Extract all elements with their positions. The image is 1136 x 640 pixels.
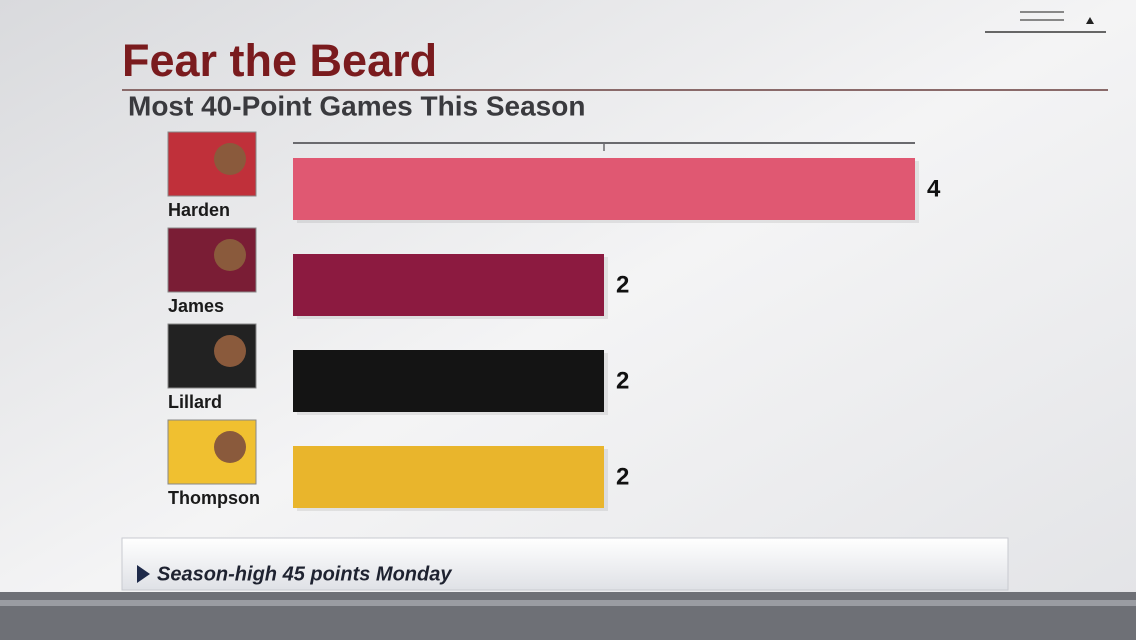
bar [293, 350, 604, 412]
bar [293, 446, 604, 508]
category-label: Lillard [168, 392, 222, 412]
footnote: Season-high 45 points Monday [157, 563, 452, 585]
menu-arrow [1086, 17, 1094, 24]
category-label: Thompson [168, 488, 260, 508]
chart-title: Fear the Beard [122, 35, 437, 86]
value-label: 2 [616, 463, 629, 490]
footnote-arrow [137, 565, 150, 583]
chart-subtitle: Most 40-Point Games This Season [128, 90, 585, 121]
floor-stripe [0, 600, 1136, 606]
value-label: 2 [616, 367, 629, 394]
bar [293, 158, 915, 220]
player-head [214, 431, 246, 463]
player-head [214, 239, 246, 271]
floor [0, 592, 1136, 640]
player-head [214, 335, 246, 367]
value-label: 4 [927, 175, 941, 202]
player-head [214, 143, 246, 175]
value-label: 2 [616, 271, 629, 298]
category-label: James [168, 296, 224, 316]
bar [293, 254, 604, 316]
footnote-band [121, 537, 1009, 591]
category-label: Harden [168, 200, 230, 220]
